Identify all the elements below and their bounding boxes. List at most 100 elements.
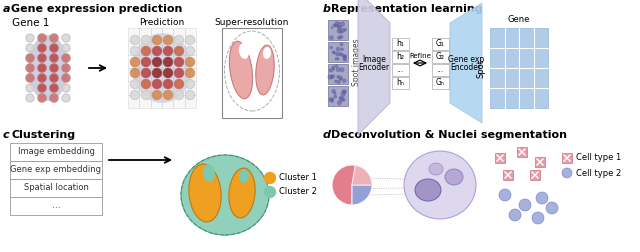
Circle shape bbox=[26, 84, 34, 92]
Circle shape bbox=[186, 69, 195, 78]
Circle shape bbox=[186, 36, 195, 45]
Circle shape bbox=[175, 69, 184, 78]
Circle shape bbox=[175, 57, 184, 67]
Circle shape bbox=[340, 31, 342, 34]
Text: ...: ... bbox=[52, 202, 60, 210]
Ellipse shape bbox=[229, 168, 255, 218]
Circle shape bbox=[341, 92, 345, 96]
Text: a: a bbox=[3, 4, 10, 14]
FancyBboxPatch shape bbox=[10, 197, 102, 215]
Circle shape bbox=[329, 98, 332, 101]
Circle shape bbox=[186, 47, 195, 55]
Text: Refine: Refine bbox=[409, 53, 431, 59]
Text: Gene: Gene bbox=[508, 15, 530, 24]
Circle shape bbox=[330, 36, 333, 39]
Circle shape bbox=[152, 90, 161, 100]
Circle shape bbox=[175, 90, 184, 100]
FancyBboxPatch shape bbox=[431, 50, 449, 62]
Circle shape bbox=[131, 47, 140, 55]
Circle shape bbox=[26, 54, 34, 62]
Circle shape bbox=[343, 57, 346, 59]
Circle shape bbox=[50, 64, 58, 72]
Circle shape bbox=[333, 68, 335, 70]
Circle shape bbox=[141, 79, 150, 88]
Circle shape bbox=[330, 46, 332, 49]
Circle shape bbox=[38, 44, 46, 52]
FancyBboxPatch shape bbox=[530, 170, 540, 180]
Circle shape bbox=[339, 53, 342, 55]
Circle shape bbox=[332, 90, 335, 93]
Circle shape bbox=[38, 84, 46, 92]
Text: Spatial location: Spatial location bbox=[24, 183, 88, 193]
FancyBboxPatch shape bbox=[328, 86, 348, 106]
Text: Prediction: Prediction bbox=[140, 18, 184, 27]
Wedge shape bbox=[332, 165, 355, 205]
Text: Spot: Spot bbox=[477, 58, 486, 78]
Text: Gene expression prediction: Gene expression prediction bbox=[11, 4, 182, 14]
Circle shape bbox=[333, 24, 335, 27]
Circle shape bbox=[341, 48, 343, 50]
Ellipse shape bbox=[445, 169, 463, 185]
Circle shape bbox=[141, 69, 150, 78]
Text: Gene exp: Gene exp bbox=[448, 54, 484, 64]
Circle shape bbox=[62, 64, 70, 72]
Circle shape bbox=[141, 36, 150, 45]
Text: hₙ: hₙ bbox=[396, 78, 404, 87]
Circle shape bbox=[26, 34, 34, 42]
Circle shape bbox=[264, 186, 275, 198]
Circle shape bbox=[344, 55, 346, 58]
Circle shape bbox=[175, 36, 184, 45]
Circle shape bbox=[332, 66, 335, 68]
Circle shape bbox=[152, 79, 161, 88]
FancyBboxPatch shape bbox=[392, 64, 408, 76]
Circle shape bbox=[331, 100, 333, 102]
Circle shape bbox=[344, 55, 346, 58]
Text: Encoder: Encoder bbox=[358, 62, 390, 72]
Circle shape bbox=[163, 47, 173, 55]
Polygon shape bbox=[358, 0, 390, 135]
FancyBboxPatch shape bbox=[392, 77, 408, 88]
Circle shape bbox=[334, 92, 336, 94]
Circle shape bbox=[62, 54, 70, 62]
Circle shape bbox=[343, 90, 346, 93]
FancyBboxPatch shape bbox=[535, 157, 545, 167]
Circle shape bbox=[341, 29, 344, 32]
Circle shape bbox=[26, 94, 34, 102]
Text: Cluster 1: Cluster 1 bbox=[279, 173, 317, 182]
Ellipse shape bbox=[229, 41, 253, 99]
Ellipse shape bbox=[181, 155, 269, 235]
Circle shape bbox=[333, 52, 335, 54]
Text: ...: ... bbox=[396, 65, 404, 74]
Circle shape bbox=[152, 36, 161, 45]
Circle shape bbox=[152, 69, 161, 78]
Circle shape bbox=[131, 79, 140, 88]
Text: d: d bbox=[323, 130, 331, 140]
FancyBboxPatch shape bbox=[503, 170, 513, 180]
Circle shape bbox=[337, 58, 339, 60]
Circle shape bbox=[344, 58, 346, 61]
FancyBboxPatch shape bbox=[128, 28, 196, 108]
Circle shape bbox=[186, 90, 195, 100]
FancyBboxPatch shape bbox=[328, 42, 348, 62]
Text: G₂: G₂ bbox=[435, 52, 445, 61]
Circle shape bbox=[62, 44, 70, 52]
FancyBboxPatch shape bbox=[431, 38, 449, 49]
Text: Cluster 2: Cluster 2 bbox=[279, 187, 317, 197]
Text: h₂: h₂ bbox=[396, 52, 404, 61]
Wedge shape bbox=[352, 185, 372, 205]
Circle shape bbox=[337, 30, 340, 33]
Circle shape bbox=[62, 84, 70, 92]
Circle shape bbox=[175, 79, 184, 88]
Circle shape bbox=[532, 212, 544, 224]
Circle shape bbox=[50, 54, 58, 62]
Text: Gene 1: Gene 1 bbox=[12, 18, 49, 28]
Circle shape bbox=[337, 68, 340, 71]
Circle shape bbox=[340, 36, 342, 39]
Circle shape bbox=[152, 47, 161, 55]
Circle shape bbox=[344, 28, 346, 31]
Ellipse shape bbox=[429, 163, 443, 175]
Circle shape bbox=[163, 90, 173, 100]
Circle shape bbox=[342, 90, 346, 94]
Circle shape bbox=[335, 24, 337, 27]
Ellipse shape bbox=[132, 33, 192, 103]
